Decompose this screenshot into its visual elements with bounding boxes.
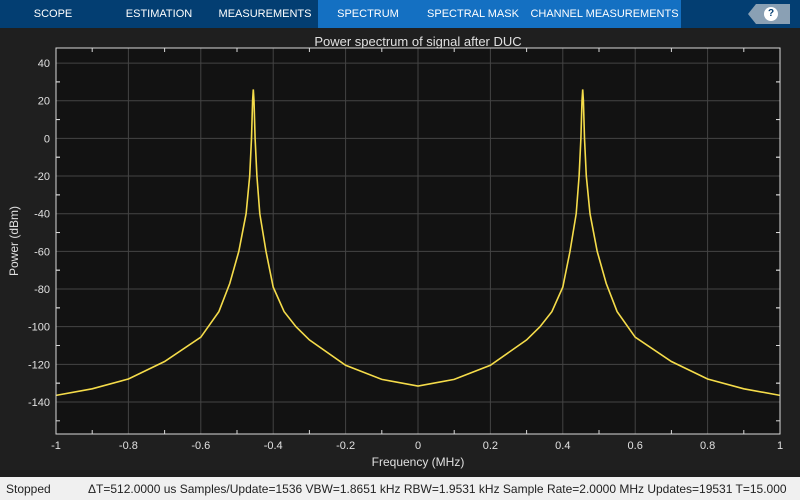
x-tick-label: 0.4 [555,440,570,452]
y-tick-label: -100 [28,322,50,334]
toolstrip-tab-bar: SCOPE ESTIMATION MEASUREMENTS SPECTRUM S… [0,0,800,28]
x-tick-label: 0.8 [700,440,715,452]
help-button[interactable]: ? [748,4,790,24]
tab-scope[interactable]: SCOPE [33,8,73,20]
tab-measurements[interactable]: MEASUREMENTS [218,8,312,20]
tab-estimation[interactable]: ESTIMATION [125,8,193,20]
x-tick-label: -0.2 [336,440,355,452]
y-axis-label: Power (dBm) [7,206,21,276]
tab-spectrum[interactable]: SPECTRUM [318,0,418,28]
y-tick-label: -120 [28,359,50,371]
x-tick-label: -0.4 [264,440,283,452]
help-icon: ? [764,7,778,21]
x-tick-label: 0.6 [628,440,643,452]
y-tick-label: -140 [28,397,50,409]
chart-title: Power spectrum of signal after DUC [314,34,521,49]
x-tick-label: 0 [415,440,421,452]
y-tick-label: -20 [34,171,50,183]
y-tick-label: 20 [38,96,50,108]
y-tick-label: -80 [34,284,50,296]
y-tick-label: 0 [44,133,50,145]
status-bar: Stopped ΔT=512.0000 us Samples/Update=15… [0,477,800,500]
x-axis-label: Frequency (MHz) [372,455,465,469]
y-tick-label: 40 [38,58,50,70]
x-tick-label: 0.2 [483,440,498,452]
spectrum-chart: Power spectrum of signal after DUC -1 -0.… [7,34,783,469]
plot-frame [55,47,781,435]
x-tick-label: 1 [777,440,783,452]
spectrum-trace [55,89,781,397]
x-tick-label: -1 [51,440,61,452]
run-state: Stopped [6,482,51,496]
y-tick-label: -40 [34,209,50,221]
x-tick-label: -0.8 [119,440,138,452]
tab-channel-measurements[interactable]: CHANNEL MEASUREMENTS [528,0,681,28]
y-tick-label: -60 [34,246,50,258]
tab-spectral-mask[interactable]: SPECTRAL MASK [418,0,528,28]
measurement-info: ΔT=512.0000 us Samples/Update=1536 VBW=1… [88,482,787,496]
x-tick-label: -0.6 [191,440,210,452]
